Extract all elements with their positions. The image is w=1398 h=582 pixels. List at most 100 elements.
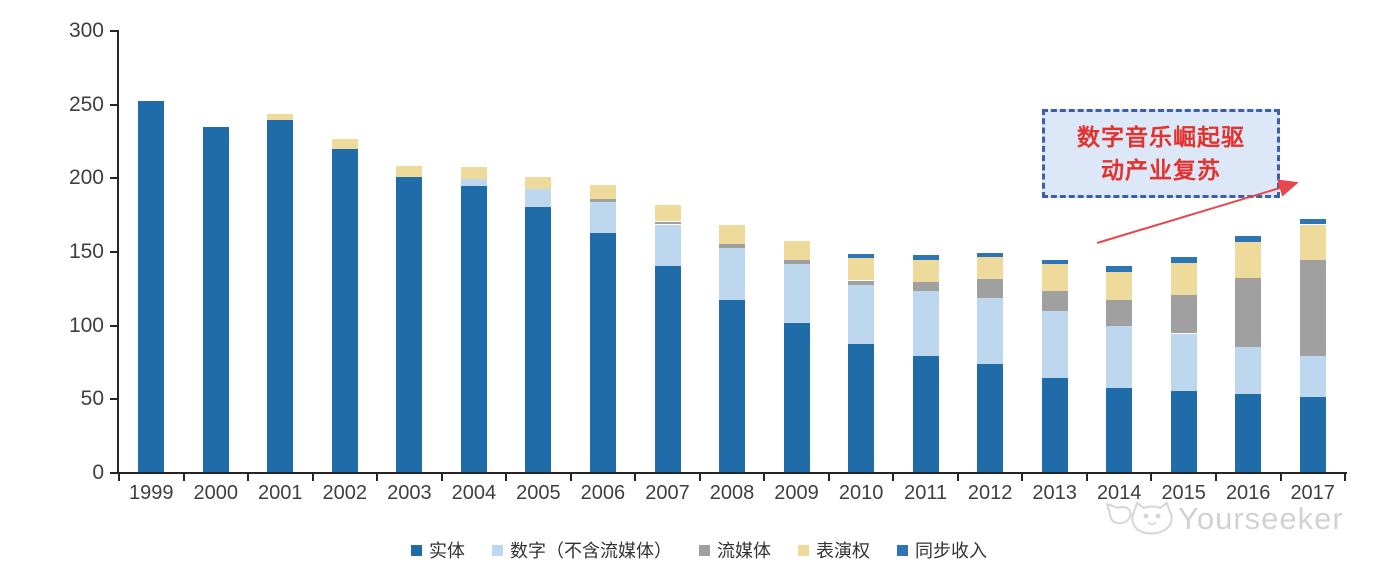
bar-segment (1041, 377, 1068, 472)
x-tick-label: 2017 (1290, 482, 1335, 504)
y-tick-mark (110, 177, 118, 180)
bar-segment (848, 343, 875, 472)
legend-item: 实体 (411, 537, 465, 563)
bar-segment (719, 224, 745, 244)
bar-segment (848, 280, 875, 285)
x-tick-mark (1085, 474, 1088, 481)
annotation-text-line1: 数字音乐崛起驱 (1077, 124, 1245, 150)
x-tick-label: 2010 (838, 482, 884, 504)
bar-segment (1299, 396, 1326, 472)
x-tick-mark (1344, 474, 1346, 481)
x-tick-mark (440, 474, 443, 481)
bar-segment (654, 205, 681, 222)
y-tick-mark (110, 30, 118, 32)
bar-segment (1106, 271, 1133, 300)
bar-segment (719, 248, 745, 300)
bar-segment (848, 253, 875, 259)
x-tick-mark (763, 474, 766, 481)
x-tick-label: 2012 (967, 482, 1013, 504)
bar-segment (589, 233, 616, 472)
bar-segment (977, 298, 1004, 365)
x-tick-label: 2008 (709, 482, 755, 504)
bar-segment (1170, 333, 1197, 391)
bar-segment (1235, 277, 1262, 347)
bar-segment (267, 114, 294, 120)
bar-segment (1106, 299, 1133, 327)
cat-logo-icon (1105, 501, 1173, 535)
legend-swatch (492, 544, 503, 556)
bar-segment (396, 165, 423, 178)
x-tick-label: 2015 (1161, 482, 1206, 504)
watermark-text: Yourseeker (1178, 501, 1344, 536)
bar-segment (1041, 290, 1068, 312)
x-tick-mark (634, 474, 637, 481)
bar-segment (331, 149, 358, 472)
bar-segment (331, 139, 358, 150)
bar-segment (977, 256, 1004, 279)
x-tick-mark (698, 474, 701, 481)
x-tick-label: 2014 (1096, 482, 1142, 504)
bar-segment (460, 186, 487, 472)
bar-segment (1299, 355, 1326, 397)
y-axis-line (117, 30, 119, 474)
bar-segment (848, 284, 875, 344)
bar-segment (460, 167, 487, 179)
bar-segment (719, 299, 745, 472)
watermark: Yourseeker (1104, 498, 1344, 540)
bar-segment (202, 127, 229, 472)
x-tick-mark (569, 474, 572, 481)
y-tick-label: 200 (68, 166, 104, 190)
x-tick-label: 2003 (387, 482, 432, 504)
x-tick-mark (827, 474, 830, 481)
x-tick-label: 2001 (258, 482, 303, 504)
bar-segment (396, 177, 423, 472)
bar-segment (912, 255, 939, 260)
legend-label: 同步收入 (915, 541, 987, 561)
y-tick-label: 50 (80, 387, 104, 411)
bar-segment (1170, 256, 1197, 263)
bar-segment (460, 178, 487, 187)
legend-label: 实体 (429, 541, 465, 561)
legend-swatch (699, 544, 710, 556)
x-tick-mark (1279, 474, 1282, 481)
bar-segment (1235, 346, 1262, 394)
legend-label: 表演权 (816, 541, 870, 561)
bar-segment (1106, 326, 1133, 388)
x-tick-label: 2000 (193, 482, 239, 504)
bar-segment (977, 364, 1004, 472)
bar-segment (848, 258, 875, 281)
y-tick-mark (110, 324, 118, 327)
bar-segment (1235, 393, 1262, 472)
x-tick-label: 2013 (1032, 482, 1077, 504)
x-tick-label: 2007 (645, 482, 690, 504)
bar-segment (912, 355, 939, 472)
bar-segment (1170, 295, 1197, 334)
x-tick-label: 2004 (451, 482, 497, 504)
x-tick-mark (118, 474, 120, 481)
bar-segment (912, 259, 939, 282)
x-tick-mark (311, 474, 314, 481)
legend-item: 同步收入 (897, 537, 987, 563)
bar-segment (267, 119, 294, 472)
legend-swatch (411, 544, 422, 556)
x-tick-label: 2011 (904, 482, 948, 504)
bar-segment (525, 177, 552, 190)
bar-segment (783, 259, 810, 265)
bar-segment (977, 252, 1004, 257)
bar-segment (654, 265, 681, 472)
bar-segment (1299, 218, 1326, 225)
bar-segment (719, 243, 745, 248)
y-tick-label: 300 (68, 19, 104, 42)
y-tick-label: 100 (68, 313, 104, 337)
legend-swatch (798, 544, 809, 556)
bar-segment (912, 281, 939, 291)
bar-segment (783, 240, 810, 260)
bar-segment (1106, 388, 1133, 472)
x-tick-mark (892, 474, 895, 481)
bar-segment (1106, 265, 1133, 272)
legend-label: 流媒体 (717, 541, 771, 561)
legend-item: 数字（不含流媒体） (492, 537, 672, 563)
bar-segment (138, 100, 165, 472)
y-tick-label: 150 (68, 240, 104, 263)
bar-segment (1235, 242, 1262, 278)
